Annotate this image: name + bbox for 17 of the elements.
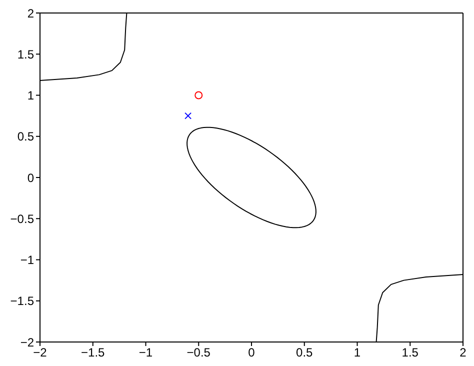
y-tick-label: −1.5 bbox=[10, 294, 34, 308]
x-tick-label: −1.5 bbox=[81, 346, 106, 360]
y-tick-label: 1.5 bbox=[17, 47, 34, 62]
x-tick-label: −0.5 bbox=[186, 346, 211, 360]
x-tick-label: 1 bbox=[354, 346, 361, 360]
x-tick-label: 2 bbox=[460, 346, 467, 360]
y-tick-label: 2 bbox=[27, 6, 34, 20]
x-tick-label: 0 bbox=[248, 346, 256, 360]
x-tick-label: −1 bbox=[138, 346, 153, 360]
y-tick-label: −1 bbox=[20, 253, 34, 268]
y-tick-label: 1 bbox=[27, 88, 34, 103]
y-tick-label: −2 bbox=[20, 335, 34, 350]
y-tick-label: 0.5 bbox=[17, 130, 34, 144]
y-tick-label: −0.5 bbox=[10, 212, 34, 226]
x-tick-label: 1.5 bbox=[402, 346, 419, 360]
x-tick-label: 0.5 bbox=[296, 346, 314, 360]
y-tick-label: 0 bbox=[27, 170, 34, 185]
